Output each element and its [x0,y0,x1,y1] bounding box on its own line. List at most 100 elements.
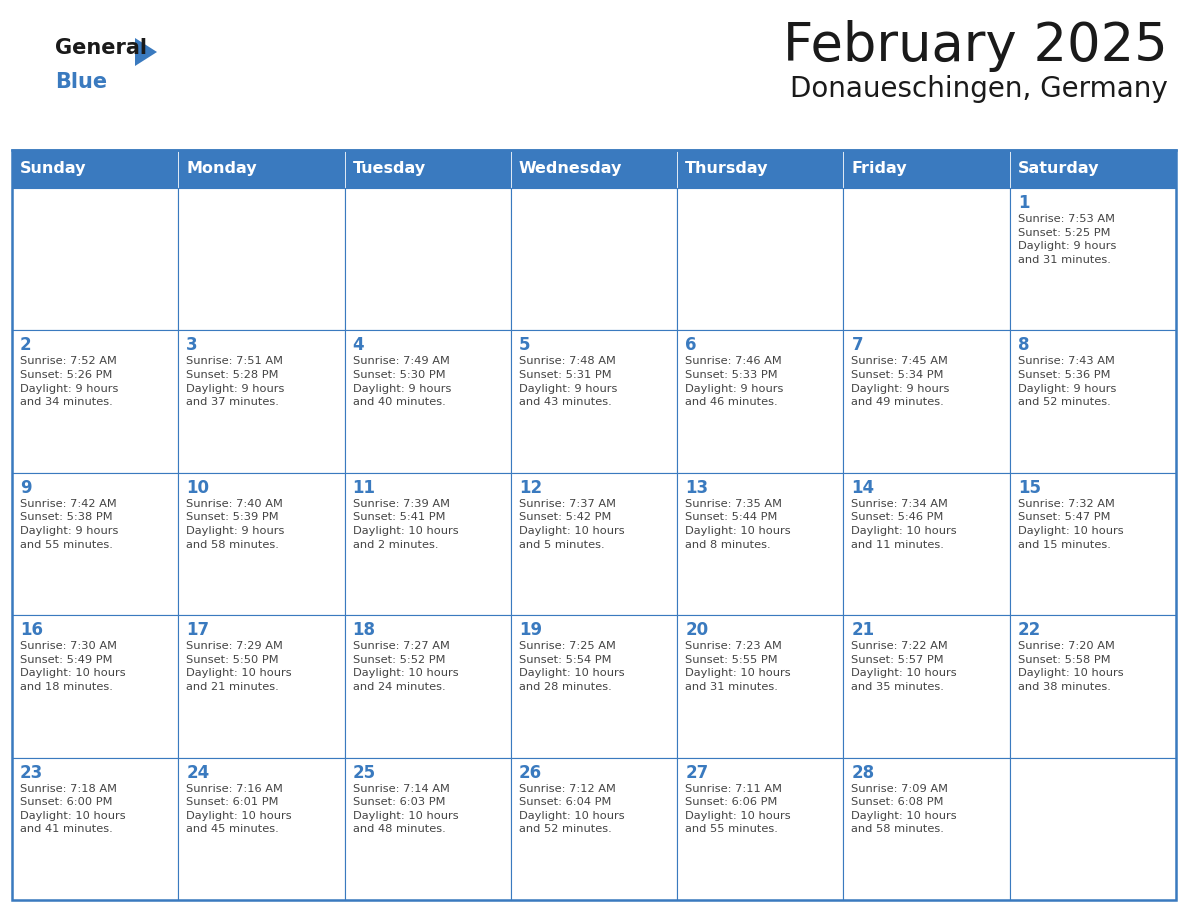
Bar [178,150,345,188]
Text: Sunrise: 7:25 AM
Sunset: 5:54 PM
Daylight: 10 hours
and 28 minutes.: Sunrise: 7:25 AM Sunset: 5:54 PM Dayligh… [519,641,625,692]
Text: 25: 25 [353,764,375,781]
Bar [12,150,178,188]
Text: 9: 9 [20,479,32,497]
Text: Sunrise: 7:16 AM
Sunset: 6:01 PM
Daylight: 10 hours
and 45 minutes.: Sunrise: 7:16 AM Sunset: 6:01 PM Dayligh… [187,784,292,834]
Text: 13: 13 [685,479,708,497]
Text: February 2025: February 2025 [783,20,1168,72]
Text: Blue: Blue [55,72,107,92]
Bar [677,150,843,188]
Bar [677,757,843,900]
Text: Sunrise: 7:40 AM
Sunset: 5:39 PM
Daylight: 9 hours
and 58 minutes.: Sunrise: 7:40 AM Sunset: 5:39 PM Dayligh… [187,498,285,550]
Bar [12,473,178,615]
Text: 16: 16 [20,621,43,639]
Bar [345,150,511,188]
Text: Monday: Monday [187,162,257,176]
Text: 15: 15 [1018,479,1041,497]
Text: 8: 8 [1018,336,1029,354]
Text: Sunrise: 7:09 AM
Sunset: 6:08 PM
Daylight: 10 hours
and 58 minutes.: Sunrise: 7:09 AM Sunset: 6:08 PM Dayligh… [852,784,958,834]
Text: Sunrise: 7:42 AM
Sunset: 5:38 PM
Daylight: 9 hours
and 55 minutes.: Sunrise: 7:42 AM Sunset: 5:38 PM Dayligh… [20,498,119,550]
Text: Sunrise: 7:46 AM
Sunset: 5:33 PM
Daylight: 9 hours
and 46 minutes.: Sunrise: 7:46 AM Sunset: 5:33 PM Dayligh… [685,356,784,408]
Text: 23: 23 [20,764,43,781]
Bar [843,330,1010,473]
Text: Sunrise: 7:22 AM
Sunset: 5:57 PM
Daylight: 10 hours
and 35 minutes.: Sunrise: 7:22 AM Sunset: 5:57 PM Dayligh… [852,641,958,692]
Bar [178,757,345,900]
Bar [178,615,345,757]
Text: Donaueschingen, Germany: Donaueschingen, Germany [790,75,1168,103]
Text: Sunrise: 7:23 AM
Sunset: 5:55 PM
Daylight: 10 hours
and 31 minutes.: Sunrise: 7:23 AM Sunset: 5:55 PM Dayligh… [685,641,791,692]
Text: 11: 11 [353,479,375,497]
Bar [677,615,843,757]
Text: Sunrise: 7:29 AM
Sunset: 5:50 PM
Daylight: 10 hours
and 21 minutes.: Sunrise: 7:29 AM Sunset: 5:50 PM Dayligh… [187,641,292,692]
Text: Saturday: Saturday [1018,162,1099,176]
Text: 3: 3 [187,336,198,354]
Text: 4: 4 [353,336,365,354]
Bar [178,188,345,330]
Text: Sunrise: 7:35 AM
Sunset: 5:44 PM
Daylight: 10 hours
and 8 minutes.: Sunrise: 7:35 AM Sunset: 5:44 PM Dayligh… [685,498,791,550]
Bar [345,473,511,615]
Text: 26: 26 [519,764,542,781]
Text: Sunrise: 7:18 AM
Sunset: 6:00 PM
Daylight: 10 hours
and 41 minutes.: Sunrise: 7:18 AM Sunset: 6:00 PM Dayligh… [20,784,126,834]
Text: 22: 22 [1018,621,1041,639]
Text: 18: 18 [353,621,375,639]
Bar [345,188,511,330]
Bar [345,615,511,757]
Bar [677,188,843,330]
Text: Sunrise: 7:20 AM
Sunset: 5:58 PM
Daylight: 10 hours
and 38 minutes.: Sunrise: 7:20 AM Sunset: 5:58 PM Dayligh… [1018,641,1124,692]
Text: Sunrise: 7:49 AM
Sunset: 5:30 PM
Daylight: 9 hours
and 40 minutes.: Sunrise: 7:49 AM Sunset: 5:30 PM Dayligh… [353,356,451,408]
Bar [843,473,1010,615]
Text: 21: 21 [852,621,874,639]
Bar [1010,615,1176,757]
Text: Sunrise: 7:32 AM
Sunset: 5:47 PM
Daylight: 10 hours
and 15 minutes.: Sunrise: 7:32 AM Sunset: 5:47 PM Dayligh… [1018,498,1124,550]
Text: 27: 27 [685,764,708,781]
Text: 12: 12 [519,479,542,497]
Bar [345,757,511,900]
Text: 10: 10 [187,479,209,497]
Text: Sunrise: 7:30 AM
Sunset: 5:49 PM
Daylight: 10 hours
and 18 minutes.: Sunrise: 7:30 AM Sunset: 5:49 PM Dayligh… [20,641,126,692]
Bar [12,150,1176,900]
Text: Sunrise: 7:11 AM
Sunset: 6:06 PM
Daylight: 10 hours
and 55 minutes.: Sunrise: 7:11 AM Sunset: 6:06 PM Dayligh… [685,784,791,834]
Bar [345,330,511,473]
Bar [511,473,677,615]
Bar [511,615,677,757]
Text: 24: 24 [187,764,209,781]
Text: 20: 20 [685,621,708,639]
Text: Wednesday: Wednesday [519,162,623,176]
Bar [1010,473,1176,615]
Bar [1010,330,1176,473]
Polygon shape [135,38,157,66]
Text: Sunrise: 7:48 AM
Sunset: 5:31 PM
Daylight: 9 hours
and 43 minutes.: Sunrise: 7:48 AM Sunset: 5:31 PM Dayligh… [519,356,618,408]
Text: Thursday: Thursday [685,162,769,176]
Text: 14: 14 [852,479,874,497]
Bar [12,615,178,757]
Text: 1: 1 [1018,194,1029,212]
Bar [1010,150,1176,188]
Text: Sunrise: 7:37 AM
Sunset: 5:42 PM
Daylight: 10 hours
and 5 minutes.: Sunrise: 7:37 AM Sunset: 5:42 PM Dayligh… [519,498,625,550]
Bar [178,330,345,473]
Text: 7: 7 [852,336,862,354]
Bar [677,473,843,615]
Text: Sunrise: 7:52 AM
Sunset: 5:26 PM
Daylight: 9 hours
and 34 minutes.: Sunrise: 7:52 AM Sunset: 5:26 PM Dayligh… [20,356,119,408]
Text: Sunrise: 7:12 AM
Sunset: 6:04 PM
Daylight: 10 hours
and 52 minutes.: Sunrise: 7:12 AM Sunset: 6:04 PM Dayligh… [519,784,625,834]
Text: Sunday: Sunday [20,162,87,176]
Text: Sunrise: 7:39 AM
Sunset: 5:41 PM
Daylight: 10 hours
and 2 minutes.: Sunrise: 7:39 AM Sunset: 5:41 PM Dayligh… [353,498,459,550]
Text: Sunrise: 7:45 AM
Sunset: 5:34 PM
Daylight: 9 hours
and 49 minutes.: Sunrise: 7:45 AM Sunset: 5:34 PM Dayligh… [852,356,949,408]
Text: Tuesday: Tuesday [353,162,425,176]
Text: Sunrise: 7:51 AM
Sunset: 5:28 PM
Daylight: 9 hours
and 37 minutes.: Sunrise: 7:51 AM Sunset: 5:28 PM Dayligh… [187,356,285,408]
Text: 6: 6 [685,336,696,354]
Bar [843,188,1010,330]
Bar [12,330,178,473]
Text: Friday: Friday [852,162,908,176]
Bar [843,757,1010,900]
Bar [12,757,178,900]
Text: 17: 17 [187,621,209,639]
Bar [843,615,1010,757]
Bar [1010,188,1176,330]
Text: Sunrise: 7:53 AM
Sunset: 5:25 PM
Daylight: 9 hours
and 31 minutes.: Sunrise: 7:53 AM Sunset: 5:25 PM Dayligh… [1018,214,1116,264]
Bar [511,150,677,188]
Bar [677,330,843,473]
Text: 2: 2 [20,336,32,354]
Text: 19: 19 [519,621,542,639]
Bar [511,188,677,330]
Text: Sunrise: 7:14 AM
Sunset: 6:03 PM
Daylight: 10 hours
and 48 minutes.: Sunrise: 7:14 AM Sunset: 6:03 PM Dayligh… [353,784,459,834]
Text: Sunrise: 7:43 AM
Sunset: 5:36 PM
Daylight: 9 hours
and 52 minutes.: Sunrise: 7:43 AM Sunset: 5:36 PM Dayligh… [1018,356,1116,408]
